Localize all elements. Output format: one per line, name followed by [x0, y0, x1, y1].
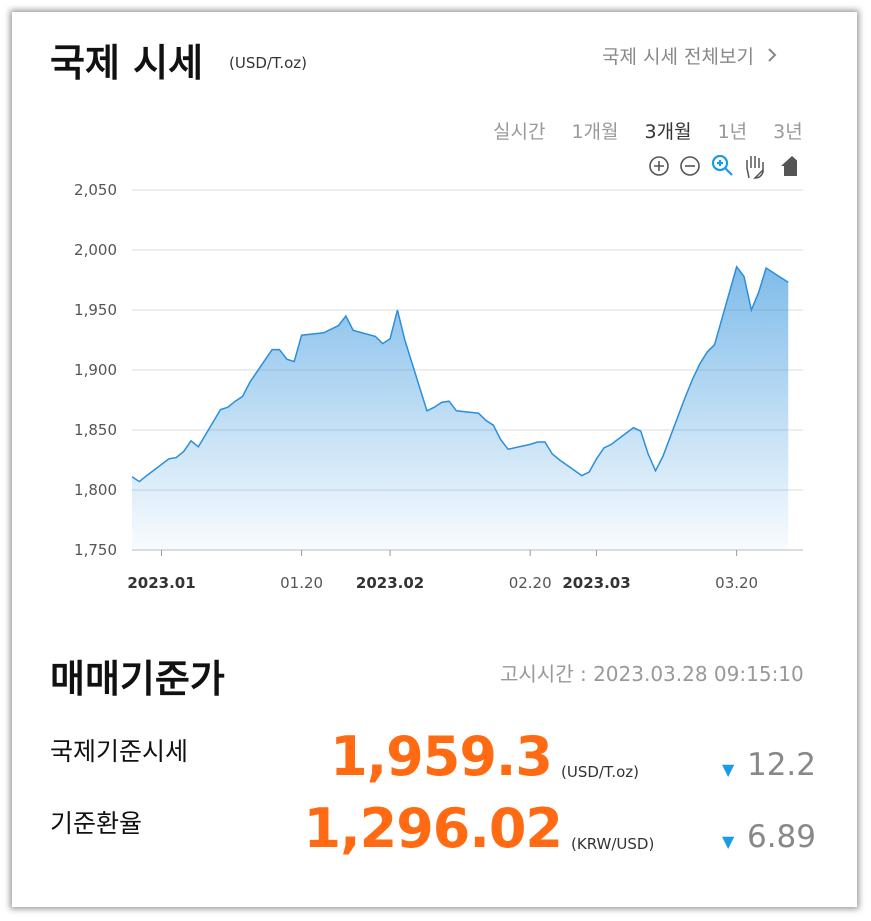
- tab[interactable]: 실시간: [493, 121, 546, 143]
- rate-change: 6.89: [746, 819, 816, 855]
- rate-label: 국제기준시세: [50, 737, 189, 766]
- area: [132, 266, 789, 550]
- down-arrow: ▼: [722, 760, 735, 779]
- price-line: [131, 265, 789, 483]
- rate-value: 1,296.02: [303, 797, 563, 860]
- y-tick-label: 1,800: [74, 481, 117, 499]
- tab[interactable]: 1개월: [571, 121, 619, 143]
- x-tick-label: 2023.03: [562, 574, 630, 592]
- card: 국제 시세 (USD/T.oz) 국제 시세 전체보기 실시간 1개월 3개월 1년 3…: [12, 12, 857, 907]
- tabs: 실시간 1개월 3개월 1년 3년: [467, 117, 803, 144]
- y-tick-label: 1,750: [74, 541, 117, 559]
- y-tick-label: 2,000: [74, 241, 117, 259]
- more-text[interactable]: 국제 시세 전체보기: [602, 46, 754, 68]
- rate-value: 1,959.3: [330, 725, 553, 788]
- unit: (USD/T.oz): [229, 54, 308, 72]
- rate-change: 12.2: [746, 747, 816, 783]
- magnify[interactable]: [711, 154, 733, 176]
- chart-tools: [649, 154, 797, 179]
- section-title: 매매기준가: [50, 657, 225, 701]
- tab[interactable]: 3개월: [644, 121, 692, 143]
- y-tick-label: 1,950: [74, 301, 117, 319]
- title: 국제 시세: [50, 41, 204, 85]
- tab[interactable]: 1년: [717, 121, 748, 143]
- rate-unit: (KRW/USD): [571, 835, 655, 853]
- pan[interactable]: [746, 156, 764, 179]
- zoom-in[interactable]: [649, 156, 669, 176]
- y-tick-label: 2,050: [74, 181, 117, 199]
- zoom-out[interactable]: [680, 156, 700, 176]
- y-tick-label: 1,850: [74, 421, 117, 439]
- rate-unit: (USD/T.oz): [561, 763, 640, 781]
- tab[interactable]: 3년: [773, 121, 803, 143]
- more-link[interactable]: 국제 시세 전체보기: [602, 42, 778, 69]
- x-tick-label: 02.20: [509, 574, 552, 592]
- notice-time: 고시시간 : 2023.03.28 09:15:10: [500, 662, 804, 686]
- x-tick-label: 2023.02: [356, 574, 424, 592]
- time-value: 2023.03.28 09:15:10: [593, 662, 804, 686]
- x-tick-label: 03.20: [715, 574, 758, 592]
- chevron: [768, 48, 777, 62]
- y-tick-label: 1,900: [74, 361, 117, 379]
- home[interactable]: [781, 156, 797, 176]
- time-label: 고시시간: [500, 662, 574, 686]
- price-chart: 1,750 1,800 1,850 1,900 1,950 2,000 2,050 2023.…: [74, 181, 803, 592]
- rate-label: 기준환율: [50, 809, 143, 838]
- x-tick-label: 01.20: [280, 574, 323, 592]
- x-tick-label: 2023.01: [127, 574, 195, 592]
- down-arrow: ▼: [722, 832, 735, 851]
